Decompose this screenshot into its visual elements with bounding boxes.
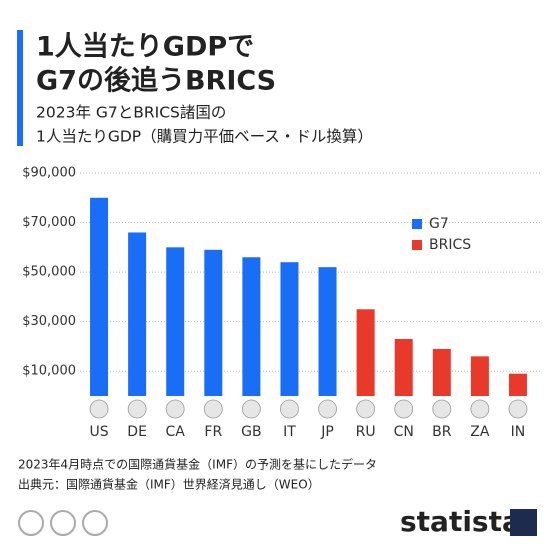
flag-icon — [280, 399, 299, 419]
chart-title: 1人当たりGDPで — [36, 32, 254, 63]
y-tick-label: $30,000 — [22, 314, 76, 329]
flag-icon — [470, 399, 490, 419]
chart-subtitle: 2023年 G7とBRICS諸国の — [36, 104, 226, 122]
bar — [166, 247, 185, 396]
chart-title: G7の後追うBRICS — [36, 65, 276, 97]
x-tick-label: BR — [432, 424, 452, 440]
flag-icon — [127, 399, 147, 419]
flag-icon — [508, 399, 528, 419]
brand: statista — [400, 505, 521, 538]
chart-subtitle: 1人当たりGDP（購買力平価ベース・ドル換算） — [36, 127, 373, 146]
y-tick-label: $50,000 — [22, 265, 76, 280]
bar — [470, 356, 489, 396]
brand-logo — [510, 509, 537, 536]
bar — [356, 309, 375, 396]
y-tick-label: $10,000 — [22, 364, 76, 379]
x-tick-label: ZA — [470, 424, 490, 440]
flag-icon — [165, 399, 185, 419]
bar — [242, 257, 261, 396]
accent-bar — [17, 30, 23, 146]
bar — [128, 232, 147, 396]
legend-swatch — [412, 219, 422, 229]
bar — [90, 197, 109, 396]
x-tick-label: CA — [166, 424, 186, 440]
flag-icon — [203, 399, 223, 419]
y-tick-label: $70,000 — [22, 215, 76, 230]
flag-icon — [89, 399, 109, 419]
flag-icon — [432, 399, 452, 419]
bar — [508, 373, 527, 396]
bar — [280, 262, 299, 396]
bar — [318, 267, 337, 396]
note: 2023年4月時点での国際通貨基金（IMF）の予測を基にしたデータ — [18, 457, 377, 472]
legend-label: G7 — [429, 216, 449, 232]
source: 出典元：国際通貨基金（IMF）世界経済見通し（WEO） — [18, 477, 320, 492]
license-icons — [18, 510, 108, 536]
x-tick-label: IN — [511, 424, 526, 440]
bar — [394, 339, 413, 396]
x-tick-label: US — [89, 424, 108, 440]
x-tick-label: JP — [320, 424, 334, 440]
x-tick-label: GB — [241, 424, 261, 440]
x-tick-label: RU — [356, 424, 376, 440]
flag-icon — [394, 399, 414, 419]
x-tick-label: CN — [394, 424, 414, 440]
x-tick-label: DE — [127, 424, 147, 440]
bar — [432, 348, 451, 396]
legend-label: BRICS — [429, 237, 471, 253]
x-tick-label: FR — [204, 424, 222, 440]
flag-icon — [241, 399, 261, 419]
legend-swatch — [412, 240, 422, 250]
flag-icon — [356, 399, 376, 419]
bar — [204, 249, 223, 396]
y-tick-label: $90,000 — [22, 166, 76, 181]
x-tick-label: IT — [283, 424, 296, 440]
flag-icon — [318, 399, 337, 419]
